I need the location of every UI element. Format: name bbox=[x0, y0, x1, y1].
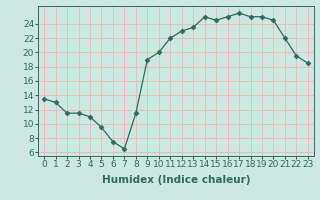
X-axis label: Humidex (Indice chaleur): Humidex (Indice chaleur) bbox=[102, 175, 250, 185]
